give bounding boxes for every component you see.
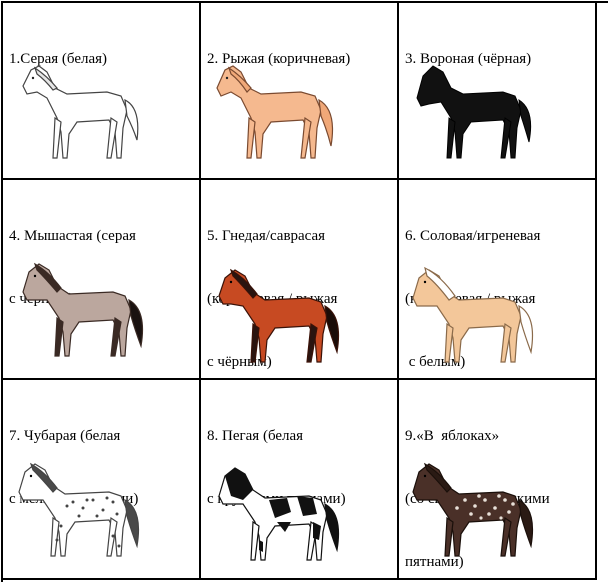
caption: 1.Серая (белая) bbox=[9, 7, 107, 112]
appaloosa-horse-icon bbox=[18, 462, 140, 557]
caption-line: 5. Гнедая/саврасая bbox=[207, 228, 326, 244]
caption-line: с чёрным) bbox=[207, 354, 272, 370]
horse-illustration bbox=[213, 460, 353, 570]
caption-line: 1.Серая (белая) bbox=[9, 51, 108, 67]
caption-line: 6. Соловая/игреневая bbox=[405, 228, 541, 244]
black-horse-icon bbox=[416, 65, 532, 159]
caption-line: 4. Мышастая (серая bbox=[9, 228, 136, 244]
horse-illustration bbox=[407, 456, 547, 566]
caption-line: 8. Пегая (белая bbox=[207, 428, 304, 444]
horse-illustration bbox=[211, 58, 341, 168]
caption-line: пятнами) bbox=[405, 554, 464, 570]
horse-illustration bbox=[407, 262, 547, 372]
cell-chestnut-horse: 2. Рыжая (коричневая) bbox=[201, 3, 399, 180]
pinto-horse-icon bbox=[218, 467, 340, 561]
horse-illustration bbox=[213, 262, 353, 372]
dun-horse-icon bbox=[22, 262, 144, 357]
cell-appaloosa-horse: 7. Чубарая (белая с мелкими пятнами) bbox=[3, 380, 201, 580]
dapple-horse-icon bbox=[412, 462, 534, 557]
caption-line: 3. Вороная (чёрная) bbox=[405, 51, 532, 67]
cell-black-horse: 3. Вороная (чёрная) bbox=[399, 3, 597, 180]
caption-line: 9.«В яблоках» bbox=[405, 428, 500, 444]
cell-palomino-horse: 6. Соловая/игреневая (коричневая / рыжая… bbox=[399, 180, 597, 380]
horse-illustration bbox=[17, 256, 157, 366]
cell-dun-horse: 4. Мышастая (серая с чёрным) bbox=[3, 180, 201, 380]
caption-line: с белым) bbox=[405, 354, 466, 370]
caption: 2. Рыжая (коричневая) bbox=[207, 7, 350, 112]
horse-illustration bbox=[17, 58, 147, 168]
cell-grey-horse: 1.Серая (белая) bbox=[3, 3, 201, 180]
caption: 3. Вороная (чёрная) bbox=[405, 7, 531, 112]
caption-line: 7. Чубарая (белая bbox=[9, 428, 121, 444]
bay-horse-icon bbox=[218, 268, 340, 363]
horse-illustration bbox=[411, 58, 541, 168]
grey-horse-icon bbox=[22, 65, 139, 159]
cell-dapple-horse: 9.«В яблоках» (со светлыми мелкими пятна… bbox=[399, 380, 597, 580]
cell-pinto-horse: 8. Пегая (белая с крупными пятнами) bbox=[201, 380, 399, 580]
palomino-horse-icon bbox=[412, 266, 534, 363]
horse-illustration bbox=[13, 456, 153, 566]
cell-bay-horse: 5. Гнедая/саврасая (коричневая / рыжая с… bbox=[201, 180, 399, 380]
caption-line: 2. Рыжая (коричневая) bbox=[207, 51, 351, 67]
chestnut-horse-icon bbox=[216, 65, 334, 159]
